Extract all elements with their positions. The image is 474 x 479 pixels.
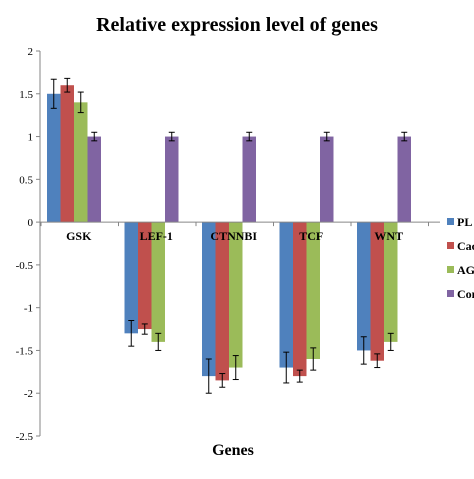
bar (151, 222, 165, 342)
legend-label: AG (457, 263, 474, 277)
bars (47, 77, 411, 394)
legend-swatch (447, 290, 454, 297)
y-tick-label: 1.5 (19, 89, 33, 101)
legend-label: Cac (457, 239, 474, 253)
bar (87, 136, 101, 223)
legend-swatch (447, 266, 454, 273)
bar (242, 136, 256, 223)
chart-title: Relative expression level of genes (96, 14, 378, 36)
y-tick-label: -1.5 (16, 345, 34, 357)
y-tick-label: 0 (28, 217, 34, 229)
legend-swatch (447, 218, 454, 225)
y-axis: -2.5 -2 -1.5 -1 -0.5 0 0.5 1 1.5 2 (16, 46, 41, 443)
bar (74, 102, 88, 223)
category-labels: GSK LEF-1 CTNNBI TCF WNT (66, 229, 403, 243)
y-tick-label: 0.5 (19, 174, 33, 186)
legend-swatch (447, 242, 454, 249)
y-tick-label: -1 (24, 303, 33, 315)
y-tick-label: -2 (24, 388, 33, 400)
bar (60, 85, 74, 223)
bar (165, 136, 179, 223)
y-tick-label: 1 (28, 132, 34, 144)
bar (306, 222, 320, 359)
bar (279, 222, 293, 368)
x-axis-title: Genes (212, 442, 254, 459)
legend-label: PL (457, 215, 472, 229)
bar (202, 222, 216, 377)
category-label: TCF (299, 229, 323, 243)
y-tick-label: 2 (28, 46, 34, 58)
legend-label: Con (457, 287, 474, 301)
bar (229, 222, 243, 368)
bar (47, 93, 61, 223)
bar (384, 222, 398, 342)
y-tick-label: -0.5 (16, 260, 34, 272)
bar (357, 222, 371, 351)
legend: PL Cac AG Con (447, 215, 474, 301)
bar (370, 222, 384, 361)
bar (124, 222, 138, 334)
bar (215, 222, 229, 381)
bar (397, 136, 411, 223)
category-label: LEF-1 (140, 229, 173, 243)
bar (320, 136, 334, 223)
category-label: GSK (66, 229, 92, 243)
bar (293, 222, 307, 377)
bar (138, 222, 152, 330)
category-label: CTNNBI (210, 229, 257, 243)
y-tick-label: -2.5 (16, 431, 34, 443)
x-axis (40, 221, 440, 227)
category-label: WNT (374, 229, 403, 243)
